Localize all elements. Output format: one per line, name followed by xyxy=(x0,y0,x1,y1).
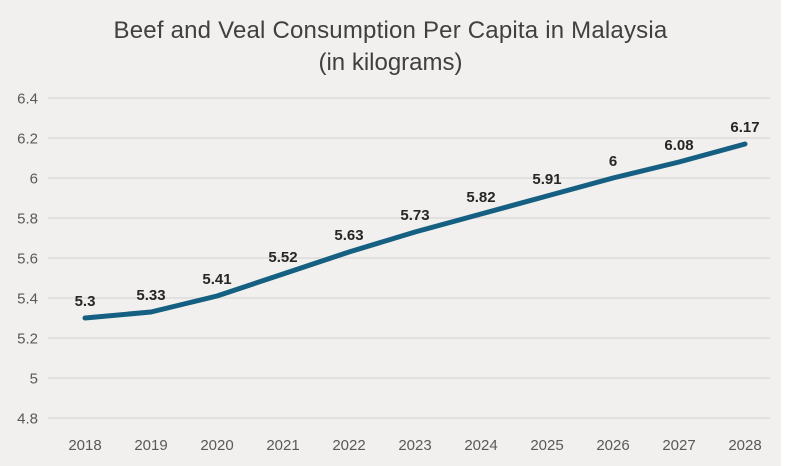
plot-area: 4.8 5 5.2 5.4 5.6 5.8 6 6.2 6.4 2018 2019 2020 2021 2… xyxy=(17,91,770,454)
x-tick-label: 2020 xyxy=(200,437,233,454)
y-tick-label: 6.4 xyxy=(17,91,38,108)
x-tick-label: 2024 xyxy=(464,437,497,454)
x-tick-label: 2025 xyxy=(530,437,563,454)
x-tick-label: 2019 xyxy=(134,437,167,454)
y-tick-label: 5.6 xyxy=(17,251,38,268)
x-tick-label: 2018 xyxy=(68,437,101,454)
data-label: 5.3 xyxy=(75,293,96,310)
y-tick-label: 6 xyxy=(30,171,38,188)
data-label: 6.08 xyxy=(664,137,693,154)
x-tick-label: 2022 xyxy=(332,437,365,454)
data-label: 5.41 xyxy=(202,271,231,288)
y-tick-label: 4.8 xyxy=(17,411,38,428)
x-tick-label: 2021 xyxy=(266,437,299,454)
y-tick-label: 5.2 xyxy=(17,331,38,348)
data-label: 5.52 xyxy=(268,249,297,266)
chart-subtitle: (in kilograms) xyxy=(318,49,463,76)
chart-title: Beef and Veal Consumption Per Capita in … xyxy=(113,17,668,44)
data-label: 5.91 xyxy=(532,171,561,188)
x-tick-label: 2026 xyxy=(596,437,629,454)
chart-canvas: Beef and Veal Consumption Per Capita in … xyxy=(0,0,781,466)
x-tick-label: 2028 xyxy=(728,437,761,454)
data-label: 6 xyxy=(609,153,617,170)
data-label: 5.33 xyxy=(136,287,165,304)
x-tick-label: 2023 xyxy=(398,437,431,454)
chart-title-block: Beef and Veal Consumption Per Capita in … xyxy=(0,14,781,79)
data-label: 5.82 xyxy=(466,189,495,206)
series-line xyxy=(82,141,748,321)
y-tick-label: 6.2 xyxy=(17,131,38,148)
data-label: 5.63 xyxy=(334,227,363,244)
y-tick-label: 5 xyxy=(30,371,38,388)
data-label: 6.17 xyxy=(730,119,759,136)
y-tick-label: 5.4 xyxy=(17,291,38,308)
data-label: 5.73 xyxy=(400,207,429,224)
x-tick-label: 2027 xyxy=(662,437,695,454)
y-tick-label: 5.8 xyxy=(17,211,38,228)
